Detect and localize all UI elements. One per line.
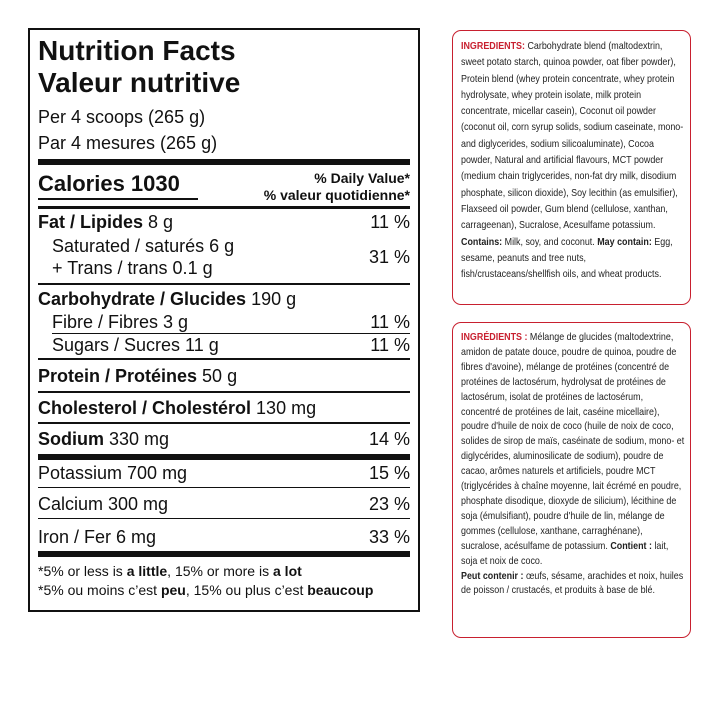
protein-label: Protein / Protéines [38, 366, 198, 386]
may-contain-text: Egg, sesame, peanuts and tree nuts, fish… [461, 235, 673, 281]
contains-label: Contient : [610, 539, 652, 552]
ingredients-text: Carbohydrate blend (maltodextrin, sweet … [461, 40, 684, 232]
divider [38, 551, 410, 557]
divider [52, 333, 410, 334]
daily-value-fr: % valeur quotidienne* [263, 187, 410, 203]
saturated-trans-dv: 31 % [368, 247, 410, 267]
fat-row: Fat / Lipides 8 g [38, 212, 173, 232]
divider [38, 518, 410, 519]
calcium-dv: 23 % [368, 494, 410, 514]
potassium-dv: 15 % [368, 463, 410, 483]
footnote-bold: beaucoup [307, 582, 374, 598]
ingredients-fr: INGRÉDIENTS : Mélange de glucides (malto… [461, 330, 685, 598]
divider [38, 454, 410, 460]
iron-dv: 33 % [368, 527, 410, 547]
footnote-text: , 15% ou plus c’est [185, 582, 308, 598]
calcium: Calcium 300 mg [38, 494, 169, 514]
serving-en: Per 4 scoops (265 g) [38, 107, 206, 127]
fat-amount: 8 g [148, 212, 174, 232]
carbohydrate-label: Carbohydrate / Glucides [38, 289, 247, 309]
iron: Iron / Fer 6 mg [38, 527, 157, 547]
divider [38, 358, 410, 360]
calories: Calories 1030 [38, 171, 180, 196]
sodium-label: Sodium [38, 429, 104, 449]
sodium-amount: 330 mg [109, 429, 170, 449]
footnote-bold: peu [160, 582, 186, 598]
serving-fr: Par 4 mesures (265 g) [38, 133, 218, 153]
divider [38, 487, 410, 488]
footnote-bold: a lot [273, 563, 302, 579]
sugars-dv: 11 % [370, 335, 410, 355]
title-en: Nutrition Facts [38, 35, 236, 66]
fat-label: Fat / Lipides [38, 212, 144, 232]
divider [38, 391, 410, 393]
may-contain-text: œufs, sésame, arachides et noix, huiles … [461, 569, 684, 597]
footnote-bold: a little [126, 563, 168, 579]
divider [38, 206, 410, 209]
contains-text: lait, soja et noix de coco. [461, 539, 669, 567]
may-contain-label: Peut contenir : [461, 569, 524, 582]
footnote-en: *5% or less is a little, 15% or more is … [38, 563, 302, 579]
ingredients-en-box: INGREDIENTS: Carbohydrate blend (maltode… [452, 30, 691, 305]
ingredients-label: INGREDIENTS: [461, 40, 525, 52]
sodium-row: Sodium 330 mg [38, 429, 169, 449]
title-fr: Valeur nutritive [38, 67, 241, 98]
footnote-text: , 15% or more is [167, 563, 273, 579]
ingredients-text: Mélange de glucides (maltodextrine, amid… [461, 331, 685, 552]
cholesterol-amount: 130 mg [256, 398, 317, 418]
ingredients-fr-box: INGRÉDIENTS : Mélange de glucides (malto… [452, 322, 691, 638]
divider [38, 283, 410, 285]
protein-row: Protein / Protéines 50 g [38, 366, 237, 386]
fibre: Fibre / Fibres 3 g [52, 312, 189, 332]
trans: + Trans / trans 0.1 g [52, 258, 213, 278]
cholesterol-row: Cholesterol / Cholestérol 130 mg [38, 398, 316, 418]
divider [38, 159, 410, 165]
may-contain-label: May contain: [597, 235, 652, 248]
footnote-fr: *5% ou moins c’est peu, 15% ou plus c’es… [38, 582, 373, 598]
contains-text: Milk, soy, and coconut. [502, 235, 598, 248]
cholesterol-label: Cholesterol / Cholestérol [38, 398, 252, 418]
daily-value-en: % Daily Value* [314, 170, 410, 186]
fibre-dv: 11 % [370, 312, 410, 332]
divider [38, 422, 410, 424]
sugars: Sugars / Sucres 11 g [52, 335, 219, 355]
carbohydrate-amount: 190 g [251, 289, 297, 309]
ingredients-en: INGREDIENTS: Carbohydrate blend (maltode… [461, 38, 685, 282]
protein-amount: 50 g [202, 366, 238, 386]
footnote-text: *5% or less is [38, 563, 127, 579]
ingredients-label: INGRÉDIENTS : [461, 331, 528, 343]
divider [38, 198, 198, 200]
sodium-dv: 14 % [368, 429, 410, 449]
footnote-text: *5% ou moins c’est [38, 582, 161, 598]
potassium: Potassium 700 mg [38, 463, 188, 483]
fat-dv: 11 % [370, 212, 410, 232]
contains-label: Contains: [461, 235, 503, 248]
carbohydrate-row: Carbohydrate / Glucides 190 g [38, 289, 296, 309]
saturated: Saturated / saturés 6 g [52, 236, 235, 256]
nutrition-facts-panel: Nutrition Facts Valeur nutritive Per 4 s… [28, 28, 420, 612]
